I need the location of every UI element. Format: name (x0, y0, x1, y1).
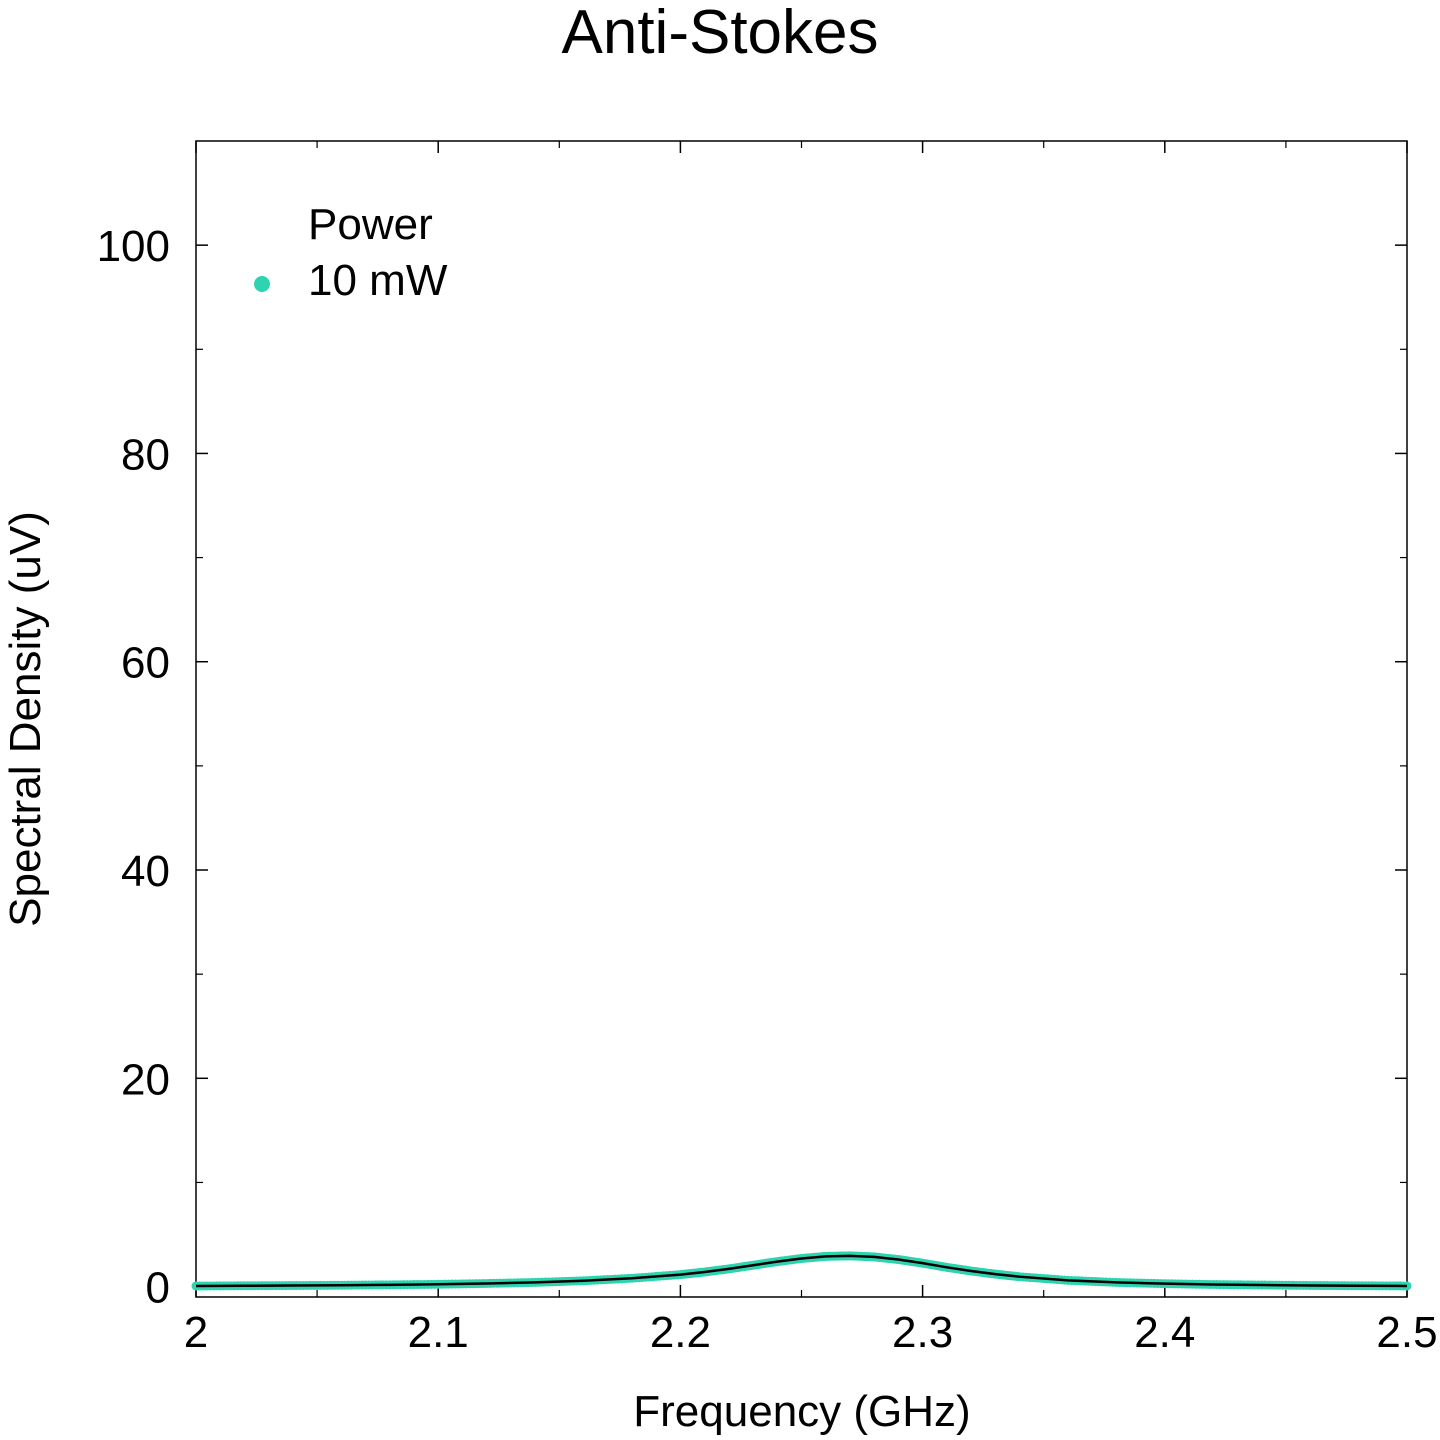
x-tick-label: 2.3 (892, 1308, 953, 1357)
y-tick-label: 20 (121, 1055, 170, 1104)
legend-marker (254, 276, 270, 292)
y-tick-label: 0 (146, 1264, 170, 1313)
x-tick-label: 2.1 (408, 1308, 469, 1357)
x-tick-label: 2.4 (1134, 1308, 1195, 1357)
x-axis-ticks: 2 2.1 2.2 2.3 2.4 2.5 (184, 141, 1438, 1357)
y-tick-label: 100 (97, 222, 170, 271)
legend: Power 10 mW (254, 200, 448, 305)
x-tick-label: 2.5 (1376, 1308, 1437, 1357)
x-axis-label: Frequency (GHz) (633, 1387, 970, 1436)
y-tick-label: 40 (121, 847, 170, 896)
fit-line (195, 1254, 1408, 1288)
data-point (1402, 1281, 1412, 1291)
plot-frame (195, 140, 1408, 1298)
y-tick-label: 80 (121, 430, 170, 479)
y-axis-ticks: 0 20 40 60 80 100 (97, 222, 1407, 1313)
legend-title: Power (308, 200, 433, 249)
y-tick-label: 60 (121, 639, 170, 688)
y-axis-label: Spectral Density (uV) (1, 511, 50, 927)
series-layer (191, 1251, 1412, 1291)
x-tick-label: 2.2 (650, 1308, 711, 1357)
x-tick-label: 2 (184, 1308, 208, 1357)
legend-entry-label: 10 mW (308, 256, 448, 305)
series-10mw (191, 1251, 1412, 1291)
chart-title: Anti-Stokes (561, 0, 878, 67)
